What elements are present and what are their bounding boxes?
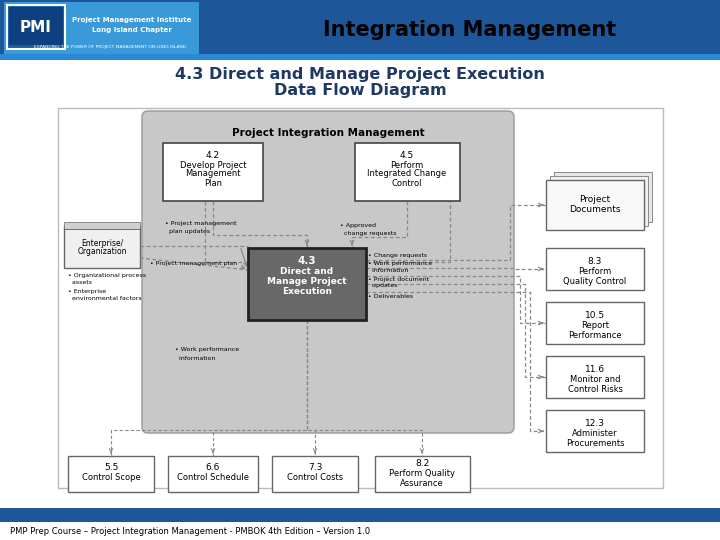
Bar [58, 108, 663, 488]
Text: Direct and: Direct and [280, 267, 333, 276]
Text: • Organizational process: • Organizational process [68, 273, 146, 279]
Text: 4.3: 4.3 [297, 256, 316, 266]
Bar [64, 226, 140, 268]
Text: Administer: Administer [572, 429, 618, 438]
Text: • Project management: • Project management [165, 221, 236, 226]
Bar [355, 143, 460, 201]
Text: • Work performance: • Work performance [368, 261, 432, 267]
Bar [0, 508, 720, 522]
Text: 4.3 Direct and Manage Project Execution: 4.3 Direct and Manage Project Execution [175, 68, 545, 83]
Text: • Deliverables: • Deliverables [368, 294, 413, 299]
Text: Organization: Organization [77, 247, 127, 256]
Text: Perform Quality: Perform Quality [389, 469, 455, 478]
Text: PMI: PMI [20, 19, 52, 35]
Text: EXPANDING THE POWER OF PROJECT MANAGEMENT ON LONG ISLAND: EXPANDING THE POWER OF PROJECT MANAGEMEN… [34, 45, 186, 49]
Text: Control Schedule: Control Schedule [177, 472, 249, 482]
Text: Integrated Change: Integrated Change [367, 170, 446, 179]
Text: plan updates: plan updates [165, 230, 210, 234]
Text: Management: Management [185, 170, 240, 179]
Text: Control: Control [392, 179, 422, 187]
Text: Long Island Chapter: Long Island Chapter [92, 27, 172, 33]
Bar [4, 2, 199, 54]
Text: Perform: Perform [390, 160, 423, 170]
Text: • Project management plan: • Project management plan [150, 260, 237, 266]
Text: Performance: Performance [568, 330, 622, 340]
Bar [546, 180, 644, 230]
Bar [546, 356, 644, 398]
Bar [375, 456, 470, 492]
Text: 4.5: 4.5 [400, 151, 414, 159]
Bar [248, 248, 366, 320]
Text: Manage Project: Manage Project [267, 278, 347, 287]
Text: Execution: Execution [282, 287, 332, 296]
Text: 11.6: 11.6 [585, 366, 605, 375]
Text: Enterprise/: Enterprise/ [81, 239, 123, 247]
Text: 6.6: 6.6 [206, 462, 220, 471]
Bar [0, 54, 720, 60]
Text: updates: updates [368, 284, 397, 288]
Bar [550, 176, 648, 226]
Text: 10.5: 10.5 [585, 312, 605, 321]
Text: • Work performance: • Work performance [175, 348, 239, 353]
Text: Project: Project [580, 195, 611, 205]
Bar [0, 0, 720, 58]
Text: • Change requests: • Change requests [368, 253, 427, 259]
Text: 8.2: 8.2 [415, 460, 429, 469]
Text: environmental factors: environmental factors [68, 295, 142, 300]
Bar [68, 456, 154, 492]
Bar [546, 410, 644, 452]
Text: Quality Control: Quality Control [563, 276, 626, 286]
Text: PMP Prep Course – Project Integration Management - PMBOK 4th Edition – Version 1: PMP Prep Course – Project Integration Ma… [10, 528, 370, 537]
Text: information: information [368, 268, 408, 273]
Bar [554, 172, 652, 222]
Text: Perform: Perform [578, 267, 611, 276]
Text: Report: Report [581, 321, 609, 330]
Bar [9, 7, 63, 45]
Text: Documents: Documents [570, 206, 621, 214]
Text: Control Costs: Control Costs [287, 472, 343, 482]
Text: information: information [175, 355, 215, 361]
Text: Monitor and: Monitor and [570, 375, 620, 384]
Bar [7, 5, 65, 49]
Text: 5.5: 5.5 [104, 462, 118, 471]
Text: Develop Project: Develop Project [180, 160, 246, 170]
Text: Project Management Institute: Project Management Institute [72, 17, 192, 23]
Bar [546, 248, 644, 290]
Text: 7.3: 7.3 [308, 462, 322, 471]
Text: 4.2: 4.2 [206, 151, 220, 159]
Text: • Project document: • Project document [368, 276, 429, 281]
Text: assets: assets [68, 280, 92, 286]
Text: Procurements: Procurements [566, 438, 624, 448]
Text: Control Risks: Control Risks [567, 384, 623, 394]
Text: Integration Management: Integration Management [323, 20, 616, 40]
Text: Control Scope: Control Scope [81, 472, 140, 482]
Bar [272, 456, 358, 492]
Bar [163, 143, 263, 201]
FancyBboxPatch shape [142, 111, 514, 433]
Text: Plan: Plan [204, 179, 222, 187]
Text: Assurance: Assurance [400, 480, 444, 489]
Bar [0, 522, 720, 540]
Bar [546, 302, 644, 344]
Text: 8.3: 8.3 [588, 258, 602, 267]
Text: Project Integration Management: Project Integration Management [232, 128, 424, 138]
Text: • Approved: • Approved [340, 222, 376, 227]
Bar [64, 222, 140, 229]
Text: • Enterprise: • Enterprise [68, 288, 106, 294]
Bar [168, 456, 258, 492]
Text: Data Flow Diagram: Data Flow Diagram [274, 84, 446, 98]
Text: change requests: change requests [340, 231, 397, 235]
Text: 12.3: 12.3 [585, 420, 605, 429]
